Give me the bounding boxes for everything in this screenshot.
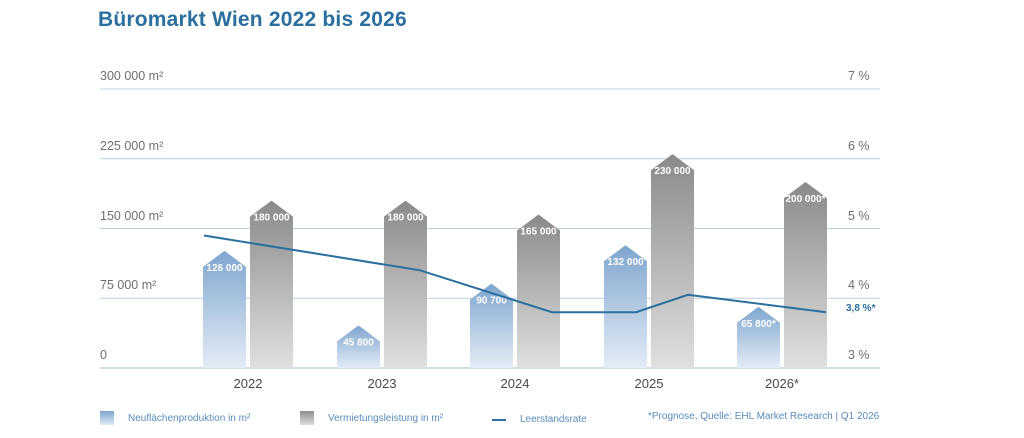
bar-neuflaechen xyxy=(604,245,647,368)
series-line-leerstandsrate xyxy=(203,234,827,314)
line-end-label: 3,8 %* xyxy=(846,303,876,314)
y-right-tick-label: 6 % xyxy=(848,138,870,153)
bar-value-label-vermietung: 180 000 xyxy=(387,213,424,224)
x-tick-label: 2026* xyxy=(765,376,799,391)
legend: Neuflächenproduktion in m² Vermietungsle… xyxy=(0,411,1024,431)
y-left-tick-label: 300 000 m² xyxy=(100,69,164,83)
x-tick-label: 2024 xyxy=(500,376,530,391)
y-right-tick-label: 3 % xyxy=(848,348,870,362)
legend-label-neuflaechen: Neuflächenproduktion in m² xyxy=(128,412,251,424)
y-left-tick-label: 225 000 m² xyxy=(100,138,164,153)
legend-swatch-gray xyxy=(300,411,314,425)
bar-neuflaechen xyxy=(470,283,513,368)
bar-vermietung xyxy=(384,200,427,368)
x-tick-label: 2022 xyxy=(233,376,263,391)
y-left-tick-label: 75 000 m² xyxy=(100,278,157,293)
legend-item-leerstand: Leerstandsrate xyxy=(492,414,587,425)
bar-neuflaechen xyxy=(337,325,380,368)
legend-label-leerstand: Leerstandsrate xyxy=(520,414,587,425)
y-right-tick-label: 7 % xyxy=(848,69,870,83)
y-left-tick-label: 150 000 m² xyxy=(100,208,164,223)
bar-value-label-vermietung: 200 000* xyxy=(785,194,825,205)
bar-value-label-neuflaechen: 45 800 xyxy=(343,337,374,348)
source-note: *Prognose, Quelle: EHL Market Research |… xyxy=(648,411,880,422)
legend-swatch-line xyxy=(492,418,506,421)
legend-swatch-blue xyxy=(100,411,114,425)
bar-value-label-vermietung: 165 000 xyxy=(520,227,557,238)
legend-label-vermietung: Vermietungsleistung in m² xyxy=(328,412,444,424)
chart-title: Büromarkt Wien 2022 bis 2026 xyxy=(98,8,407,31)
y-right-tick-label: 4 % xyxy=(848,278,870,293)
bar-value-label-neuflaechen: 90 700 xyxy=(476,296,507,307)
x-tick-label: 2023 xyxy=(367,376,397,391)
bar-neuflaechen xyxy=(203,250,246,368)
y-right-tick-label: 5 % xyxy=(848,208,870,223)
x-tick-label: 2025 xyxy=(634,376,664,391)
bar-vermietung xyxy=(784,182,827,368)
bar-value-label-vermietung: 180 000 xyxy=(253,213,290,224)
bar-value-label-neuflaechen: 132 000 xyxy=(607,257,644,268)
bar-value-label-neuflaechen: 126 000 xyxy=(206,263,243,274)
bar-vermietung xyxy=(651,154,694,368)
bar-value-label-neuflaechen: 65 800* xyxy=(741,319,776,330)
bar-vermietung xyxy=(250,200,293,368)
y-left-tick-label: 0 xyxy=(100,348,107,362)
bar-value-label-vermietung: 230 000 xyxy=(654,166,691,177)
bar-vermietung xyxy=(517,214,560,368)
legend-item-neuflaechen: Neuflächenproduktion in m² xyxy=(100,411,250,425)
legend-item-vermietung: Vermietungsleistung in m² xyxy=(300,411,443,425)
bar-neuflaechen xyxy=(737,306,780,368)
